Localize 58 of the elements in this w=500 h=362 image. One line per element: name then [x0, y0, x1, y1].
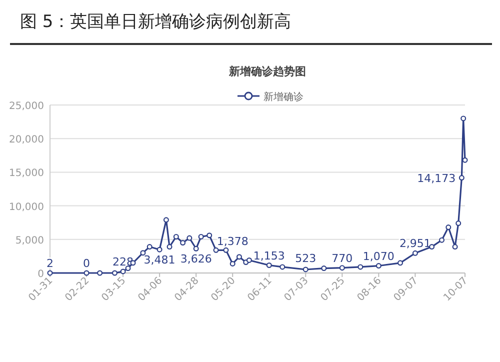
point [146, 244, 152, 250]
point [180, 240, 186, 246]
point [223, 247, 229, 253]
point [412, 250, 418, 256]
point [321, 266, 327, 272]
point [125, 266, 131, 272]
data-label: 14,173 [417, 172, 456, 185]
y-tick-label: 0 [38, 269, 44, 280]
point [206, 232, 212, 238]
point [339, 265, 345, 271]
data-label: 1,378 [216, 235, 248, 248]
point [213, 247, 219, 253]
point [439, 237, 445, 243]
point [376, 263, 382, 269]
data-label: 2 [46, 256, 54, 270]
point [140, 250, 146, 256]
point [193, 246, 199, 252]
data-label: 2,951 [399, 237, 431, 250]
data-label: 523 [295, 252, 316, 265]
point [156, 246, 162, 252]
point [112, 270, 118, 276]
point [302, 266, 308, 272]
point [458, 175, 464, 181]
point [186, 235, 192, 241]
point [280, 264, 286, 270]
point [230, 260, 236, 266]
point [460, 116, 466, 122]
point [462, 157, 468, 163]
y-tick-label: 20,000 [9, 134, 44, 146]
point [456, 220, 462, 226]
point [173, 234, 179, 240]
data-label: 3,481 [144, 254, 176, 267]
data-label: 770 [332, 252, 353, 265]
point [97, 270, 103, 276]
data-label: 1,070 [362, 250, 394, 263]
point [84, 270, 90, 276]
point [163, 217, 169, 223]
y-tick-label: 5,000 [15, 235, 44, 246]
legend-label: 新增确诊 [264, 91, 304, 103]
point [236, 254, 242, 260]
data-label: 3,626 [180, 252, 212, 266]
data-label: 1,153 [253, 249, 285, 262]
point [246, 257, 252, 263]
point [398, 260, 404, 266]
y-tick-label: 25,000 [9, 101, 44, 112]
y-tick-label: 15,000 [9, 168, 44, 180]
data-label: 0 [83, 257, 90, 270]
point [446, 224, 452, 230]
point [198, 234, 204, 240]
point [266, 262, 272, 268]
point [429, 244, 435, 250]
point [166, 244, 172, 250]
chart-title: 图 5：英国单日新增确诊病例创新高 [20, 12, 292, 32]
y-tick-label: 10,000 [9, 202, 44, 213]
point [358, 264, 364, 270]
point [452, 244, 458, 250]
point [120, 268, 126, 274]
chart-subtitle: 新增确诊趋势图 [228, 65, 306, 78]
